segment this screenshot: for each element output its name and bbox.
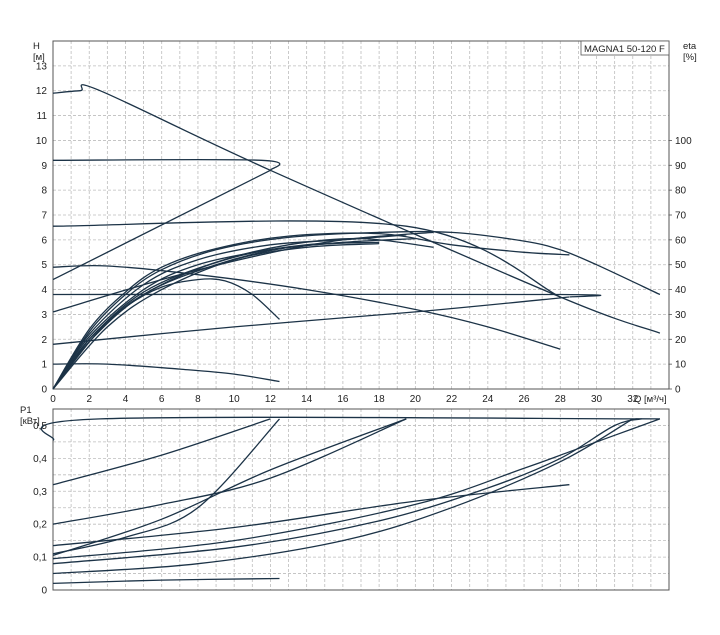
eta-y-tick-label: 50 (675, 260, 687, 271)
head-curve (52, 264, 561, 350)
head-y-tick-label: 1 (41, 360, 47, 371)
power-y-tick-label: 0,2 (33, 520, 47, 531)
power-curve (52, 577, 280, 585)
eta-y-tick-label: 0 (675, 385, 681, 396)
head-curve (52, 220, 561, 298)
x-tick-label: 12 (265, 394, 277, 405)
head-curve (52, 169, 271, 281)
power-y-tick-label: 0,3 (33, 487, 47, 498)
head-curve (52, 237, 434, 390)
x-tick-label: 30 (591, 394, 603, 405)
eta-y-tick-label: 40 (675, 285, 687, 296)
head-y-tick-label: 0 (41, 385, 47, 396)
x-tick-label: 4 (123, 394, 129, 405)
power-y-tick-label: 0,5 (33, 421, 47, 432)
x-tick-label: 16 (337, 394, 349, 405)
power-curve (52, 484, 570, 547)
model-title: MAGNA1 50-120 F (584, 44, 665, 55)
head-curve (52, 231, 434, 313)
x-tick-label: 28 (555, 394, 567, 405)
x-tick-label: 22 (446, 394, 458, 405)
eta-y-tick-label: 30 (675, 310, 687, 321)
head-y-tick-label: 3 (41, 310, 47, 321)
head-y-tick-label: 5 (41, 260, 47, 271)
head-curve (52, 84, 661, 334)
power-curve (52, 418, 280, 555)
head-curve (52, 242, 380, 390)
power-curve (40, 416, 660, 441)
head-curve (52, 296, 570, 345)
power-grid (53, 408, 669, 590)
x-tick-label: 2 (86, 394, 92, 405)
eta-y-tick-label: 20 (675, 335, 687, 346)
head-y-tick-label: 11 (37, 111, 48, 122)
head-y-tick-label: 6 (41, 235, 47, 246)
eta-y-tick-label: 100 (675, 136, 692, 147)
x-tick-label: 14 (301, 394, 313, 405)
head-grid (53, 41, 669, 389)
eta-y-tick-label: 60 (675, 235, 687, 246)
x-tick-label: 26 (518, 394, 530, 405)
power-y-tick-label: 0,1 (33, 553, 47, 564)
power-curve (52, 418, 642, 565)
power-curves (40, 416, 661, 585)
eta-y-tick-label: 90 (675, 161, 687, 172)
head-y-tick-label: 8 (41, 186, 47, 197)
head-curve (52, 241, 362, 390)
x-tick-label: 24 (482, 394, 494, 405)
x-tick-label: 18 (374, 394, 386, 405)
eta-axis-title: eta [%] (683, 41, 697, 63)
head-y-tick-label: 13 (36, 61, 48, 72)
head-curve (52, 363, 280, 383)
x-tick-label: 10 (229, 394, 241, 405)
x-tick-label: 20 (410, 394, 422, 405)
power-axis-title: P1 [кВт] (20, 405, 40, 427)
model-title-box (580, 40, 670, 56)
power-curve (52, 418, 634, 575)
head-y-tick-label: 2 (41, 335, 47, 346)
x-tick-label: 8 (195, 394, 201, 405)
eta-y-tick-label: 80 (675, 186, 687, 197)
head-y-tick-label: 4 (41, 285, 47, 296)
head-y-tick-label: 12 (36, 86, 48, 97)
power-curve (52, 418, 407, 525)
head-curve (52, 241, 380, 390)
x-tick-label: 32 (627, 394, 639, 405)
power-curve (52, 418, 271, 486)
head-curve (52, 234, 407, 390)
eta-y-tick-label: 70 (675, 211, 687, 222)
eta-y-tick-label: 10 (675, 360, 687, 371)
head-x-ticks: 0 2 4 6 8 10 12 14 16 18 20 22 24 26 28 30 32 (50, 394, 639, 405)
power-y-ticks: 0 0,1 0,2 0,3 0,4 0,5 (33, 421, 47, 597)
eta-y-ticks: 0 10 20 30 40 50 60 70 80 90 100 (669, 136, 692, 396)
flow-axis-title: Q [м³/ч] (634, 394, 667, 405)
head-curve (52, 158, 281, 171)
head-curve (52, 232, 570, 390)
x-tick-label: 0 (50, 394, 56, 405)
head-curve (52, 230, 661, 390)
power-y-tick-label: 0,4 (33, 454, 47, 465)
head-y-tick-label: 10 (36, 136, 48, 147)
head-y-tick-label: 9 (41, 161, 47, 172)
head-axis-title: H [м] (33, 41, 45, 63)
x-tick-label: 6 (159, 394, 165, 405)
power-y-tick-label: 0 (41, 586, 47, 597)
head-curves (52, 84, 661, 390)
power-curve (52, 418, 407, 557)
power-curve (52, 418, 661, 560)
power-plot-frame (52, 408, 670, 591)
head-y-tick-label: 7 (41, 211, 47, 222)
